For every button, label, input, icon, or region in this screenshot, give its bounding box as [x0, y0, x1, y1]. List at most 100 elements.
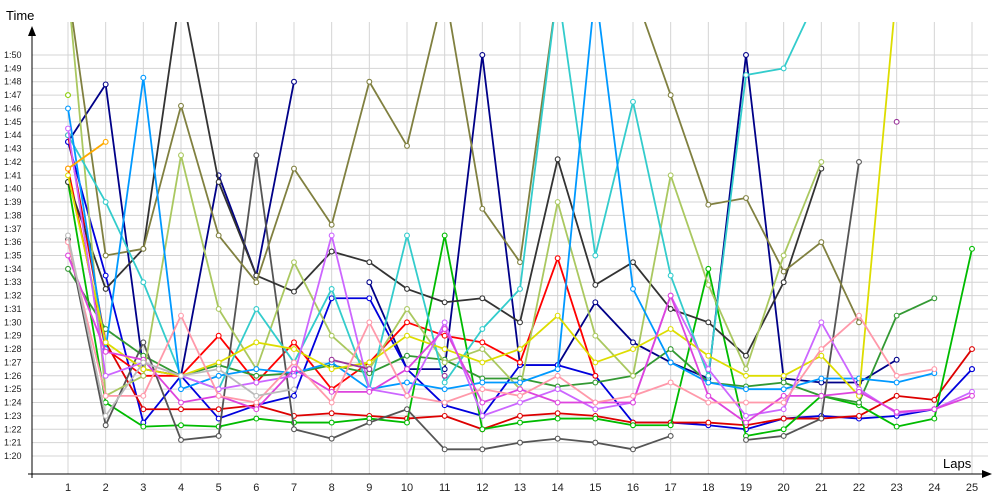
data-point — [893, 392, 900, 399]
data-point — [705, 372, 712, 379]
data-point — [743, 72, 749, 79]
data-point — [780, 65, 787, 72]
y-tick-label: 1:43 — [4, 144, 22, 154]
data-point — [517, 379, 523, 386]
data-point — [253, 406, 260, 413]
data-point — [592, 379, 599, 386]
data-point — [705, 201, 712, 208]
data-point — [178, 399, 184, 406]
data-point — [554, 372, 561, 379]
x-tick-label: 1 — [65, 482, 71, 494]
data-point — [743, 195, 749, 201]
y-tick-label: 1:42 — [4, 157, 22, 167]
data-point — [441, 346, 448, 353]
x-tick-label: 8 — [329, 482, 335, 494]
data-point — [554, 386, 561, 393]
data-point — [102, 272, 109, 279]
data-point — [893, 372, 900, 379]
x-tick-label: 12 — [476, 482, 488, 494]
y-tick-label: 1:44 — [4, 130, 22, 140]
data-point — [780, 426, 787, 433]
data-point — [366, 78, 373, 85]
data-point — [404, 419, 410, 426]
data-point — [328, 332, 335, 339]
x-axis-arrow — [982, 470, 992, 478]
data-point — [479, 386, 486, 393]
data-point — [780, 372, 787, 379]
data-point — [780, 279, 787, 286]
data-point — [630, 446, 636, 453]
data-point — [780, 433, 787, 439]
data-point — [743, 412, 749, 419]
data-point — [404, 232, 410, 239]
data-point — [404, 285, 410, 292]
y-tick-label: 1:21 — [4, 438, 22, 448]
data-point — [291, 426, 297, 433]
data-point — [404, 142, 410, 149]
x-tick-label: 18 — [702, 482, 714, 494]
data-point — [667, 359, 674, 366]
data-point — [969, 346, 975, 353]
series-line — [67, 22, 935, 391]
data-point — [630, 372, 636, 379]
data-point — [592, 372, 599, 379]
y-tick-label: 1:36 — [4, 237, 22, 247]
data-point — [366, 319, 373, 326]
data-point — [479, 339, 486, 346]
data-point — [102, 422, 109, 429]
series-line — [67, 141, 107, 170]
data-point — [215, 372, 222, 379]
data-point — [140, 372, 147, 379]
data-point — [178, 372, 184, 379]
series-12 — [65, 22, 938, 393]
data-point — [65, 105, 71, 112]
data-point — [178, 386, 184, 393]
data-point — [140, 245, 147, 252]
data-point — [328, 419, 335, 426]
data-point — [291, 288, 297, 295]
data-point — [969, 366, 975, 373]
series-19 — [65, 232, 297, 419]
data-point — [65, 232, 71, 239]
data-point — [366, 388, 373, 395]
data-point — [592, 281, 599, 288]
y-tick-label: 1:49 — [4, 63, 22, 73]
data-point — [102, 348, 109, 355]
data-point — [253, 399, 260, 406]
data-point — [780, 268, 787, 275]
data-point — [102, 412, 109, 419]
data-point — [328, 399, 335, 406]
data-point — [328, 232, 335, 239]
data-point — [931, 415, 938, 422]
data-point — [554, 199, 561, 205]
data-point — [441, 372, 448, 379]
data-point — [592, 399, 599, 406]
data-point — [893, 118, 900, 125]
y-tick-label: 1:40 — [4, 184, 22, 194]
x-tick-labels: 1 2 3 4 5 6 7 8 9 10 11 12 13 14 15 16 17 18 19 20 21 22 23 24 2… — [65, 482, 978, 494]
data-point — [404, 379, 410, 386]
data-point — [253, 366, 260, 373]
series-7 — [65, 152, 862, 453]
data-point — [479, 326, 486, 332]
data-point — [479, 412, 486, 419]
x-tick-label: 5 — [216, 482, 222, 494]
series-18 — [65, 138, 109, 172]
data-point — [328, 388, 335, 395]
data-point — [479, 399, 486, 406]
x-tick-label: 2 — [103, 482, 109, 494]
data-point — [818, 415, 825, 422]
data-point — [705, 281, 712, 288]
data-point — [215, 179, 222, 185]
data-point — [667, 292, 674, 299]
data-point — [291, 392, 297, 399]
y-tick-label: 1:27 — [4, 357, 22, 367]
data-point — [705, 265, 712, 272]
data-point — [592, 359, 599, 366]
data-point — [818, 346, 825, 353]
data-point — [705, 319, 712, 326]
data-point — [893, 356, 900, 363]
data-point — [404, 366, 410, 373]
x-tick-label: 24 — [928, 482, 940, 494]
data-point — [215, 306, 222, 312]
